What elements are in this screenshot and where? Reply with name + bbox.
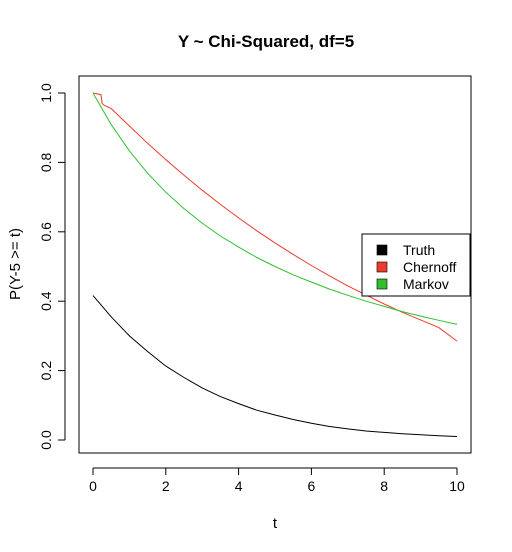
y-tick-label: 0.4	[38, 291, 54, 311]
x-axis-label: t	[273, 515, 278, 532]
legend-label-markov: Markov	[403, 276, 449, 292]
y-axis: 0.0 0.2 0.4 0.6 0.8 1.0	[38, 83, 66, 450]
legend-label-chernoff: Chernoff	[403, 259, 457, 275]
x-tick-label: 4	[235, 478, 243, 494]
legend-swatch-markov	[376, 278, 388, 290]
series-line-markov	[92, 92, 458, 325]
x-tick-label: 6	[308, 478, 316, 494]
y-axis-label: P(Y-5 >= t)	[7, 228, 24, 300]
y-tick-label: 0.0	[38, 430, 54, 450]
x-tick-label: 2	[162, 478, 170, 494]
x-tick-label: 10	[449, 478, 465, 494]
legend-label-truth: Truth	[403, 242, 435, 258]
series-line-truth	[92, 295, 458, 437]
x-axis: 0 2 4 6 8 10	[89, 467, 465, 494]
x-tick-label: 0	[89, 478, 97, 494]
plot-frame	[78, 75, 472, 454]
x-tick-label: 8	[380, 478, 388, 494]
y-tick-label: 0.6	[38, 222, 54, 242]
legend-swatch-truth	[376, 244, 388, 256]
chart-title: Y ~ Chi-Squared, df=5	[178, 32, 354, 51]
y-tick-label: 1.0	[38, 83, 54, 103]
series-lines	[92, 92, 458, 437]
y-tick-label: 0.8	[38, 152, 54, 172]
y-tick-label: 0.2	[38, 361, 54, 381]
series-line-chernoff	[92, 92, 458, 342]
legend-swatch-chernoff	[376, 261, 388, 273]
